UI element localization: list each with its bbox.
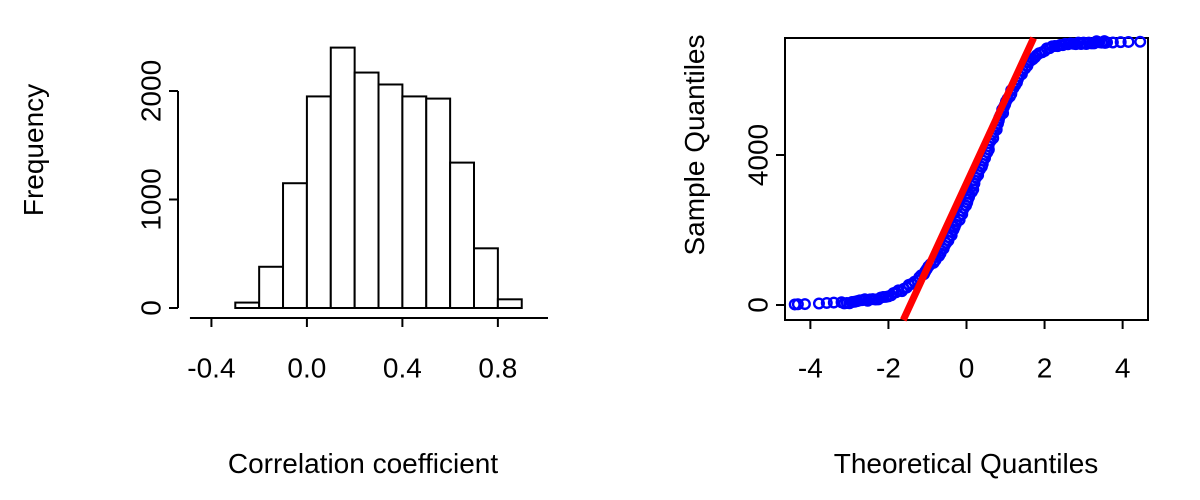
x-tick-label: -2: [876, 353, 901, 384]
x-tick-label: 0.8: [478, 353, 517, 384]
qqplot-panel: -4 -2 0 2 4 0 4000 Theoretical Quantiles Sampl…: [600, 0, 1200, 500]
x-tick-label: -4: [798, 353, 823, 384]
histogram-x-axis-title: Correlation coefficient: [227, 448, 499, 479]
y-tick-label: 0: [743, 297, 774, 313]
qq-data-point: [820, 296, 833, 309]
x-tick-label: 0.4: [383, 353, 422, 384]
qq-data-point: [1099, 36, 1112, 49]
histogram-bar: [353, 71, 380, 309]
y-tick-label: 2000: [136, 60, 167, 122]
histogram-bar: [377, 83, 404, 310]
qq-data-point: [1122, 35, 1135, 48]
histogram-y-axis-title: Frequency: [18, 83, 49, 217]
qq-data-point: [798, 298, 811, 311]
qq-data-point: [1114, 36, 1127, 49]
y-tick-label: 1000: [136, 168, 167, 230]
qq-data-point: [1106, 36, 1119, 49]
y-tick-label: 0: [136, 300, 167, 316]
histogram-bar: [425, 97, 452, 309]
histogram-bar: [258, 265, 285, 309]
x-tick-label: 0.0: [287, 353, 326, 384]
qq-data-point: [827, 296, 840, 309]
histogram-bar: [305, 95, 332, 309]
histogram-plot: -0.4 0.0 0.4 0.8 0 1000 2000: [136, 46, 548, 384]
x-tick-label: 4: [1115, 353, 1131, 384]
qq-reference-line: [900, 36, 1037, 322]
histogram-bar: [449, 161, 475, 309]
histogram-bar: [473, 247, 499, 309]
qq-data-point: [791, 298, 804, 311]
histogram-bar: [234, 301, 261, 309]
histogram-bar: [282, 182, 308, 309]
qqplot-x-axis-title: Theoretical Quantiles: [833, 448, 1099, 479]
histogram-bar: [496, 298, 523, 309]
x-tick-label: 2: [1037, 353, 1053, 384]
histogram-bar: [329, 46, 356, 309]
qq-data-point: [1134, 35, 1147, 48]
histogram-bar: [401, 95, 428, 309]
x-tick-label: 0: [959, 353, 975, 384]
qq-data-point: [812, 297, 825, 310]
y-tick-label: 4000: [743, 124, 774, 186]
qq-plot: -4 -2 0 2 4 0 4000: [743, 35, 1149, 384]
x-tick-label: -0.4: [187, 353, 235, 384]
qqplot-y-axis-title: Sample Quantiles: [679, 34, 710, 256]
histogram-panel: -0.4 0.0 0.4 0.8 0 1000 2000 Correlation coeff…: [18, 46, 548, 479]
